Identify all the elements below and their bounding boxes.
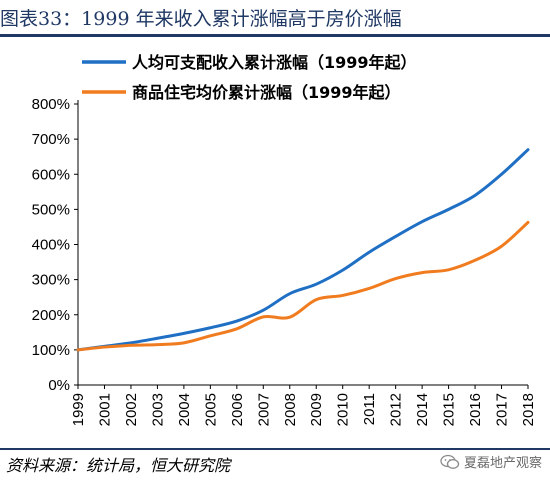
x-tick-label: 2002 <box>123 393 140 426</box>
x-tick-label: 2015 <box>441 393 458 426</box>
x-tick-label: 2007 <box>255 393 272 426</box>
legend-label-income: 人均可支配收入累计涨幅（1999年起） <box>132 53 417 72</box>
legend-label-housing: 商品住宅均价累计涨幅（1999年起） <box>132 83 401 102</box>
housing-price-series-line <box>76 220 530 352</box>
line-chart: 人均可支配收入累计涨幅（1999年起） 商品住宅均价累计涨幅（1999年起） 0%… <box>32 53 537 426</box>
y-tick-label: 100% <box>32 342 70 359</box>
watermark-text: 夏磊地产观察 <box>463 456 542 471</box>
source-rule <box>0 448 550 450</box>
series-layer <box>76 148 530 352</box>
x-tick-label: 2011 <box>361 393 378 425</box>
x-tick-label: 2010 <box>335 393 352 426</box>
x-tick-label: 2003 <box>149 393 166 426</box>
x-tick-label: 1999 <box>70 393 87 426</box>
x-axis-ticks: 1999 2001 2002 2003 2004 2005 2006 2007 2008 2009… <box>70 385 537 426</box>
x-tick-label: 2018 <box>520 393 537 426</box>
income-series-line <box>76 148 530 352</box>
wechat-icon <box>440 454 460 469</box>
watermark: 夏磊地产观察 <box>440 452 542 471</box>
x-tick-label: 2001 <box>96 393 113 426</box>
x-tick-label: 2016 <box>467 393 484 426</box>
source-note: 资料来源：统计局，恒大研究院 <box>6 456 231 475</box>
x-tick-label: 2006 <box>229 393 246 426</box>
x-tick-label: 2017 <box>494 393 511 426</box>
x-tick-label: 2008 <box>282 393 299 426</box>
x-tick-label: 2012 <box>388 393 405 426</box>
axes <box>77 100 528 386</box>
y-tick-label: 300% <box>32 272 70 289</box>
y-tick-label: 500% <box>32 201 70 218</box>
chart-title: 图表33：1999 年来收入累计涨幅高于房价涨幅 <box>0 8 402 30</box>
y-tick-label: 600% <box>32 166 70 183</box>
y-tick-label: 200% <box>32 307 70 324</box>
y-axis-ticks: 0% 100% 200% 300% 400% 500% 600% 700% 800% <box>32 96 78 394</box>
y-tick-label: 0% <box>48 377 70 394</box>
y-tick-label: 800% <box>32 96 70 113</box>
x-tick-label: 2004 <box>176 393 193 426</box>
y-tick-label: 400% <box>32 237 70 254</box>
title-rule <box>0 34 550 37</box>
y-tick-label: 700% <box>32 131 70 148</box>
legend: 人均可支配收入累计涨幅（1999年起） 商品住宅均价累计涨幅（1999年起） <box>82 53 417 102</box>
x-tick-label: 2009 <box>308 393 325 426</box>
x-tick-label: 2005 <box>202 393 219 426</box>
x-tick-label: 2014 <box>414 393 431 426</box>
